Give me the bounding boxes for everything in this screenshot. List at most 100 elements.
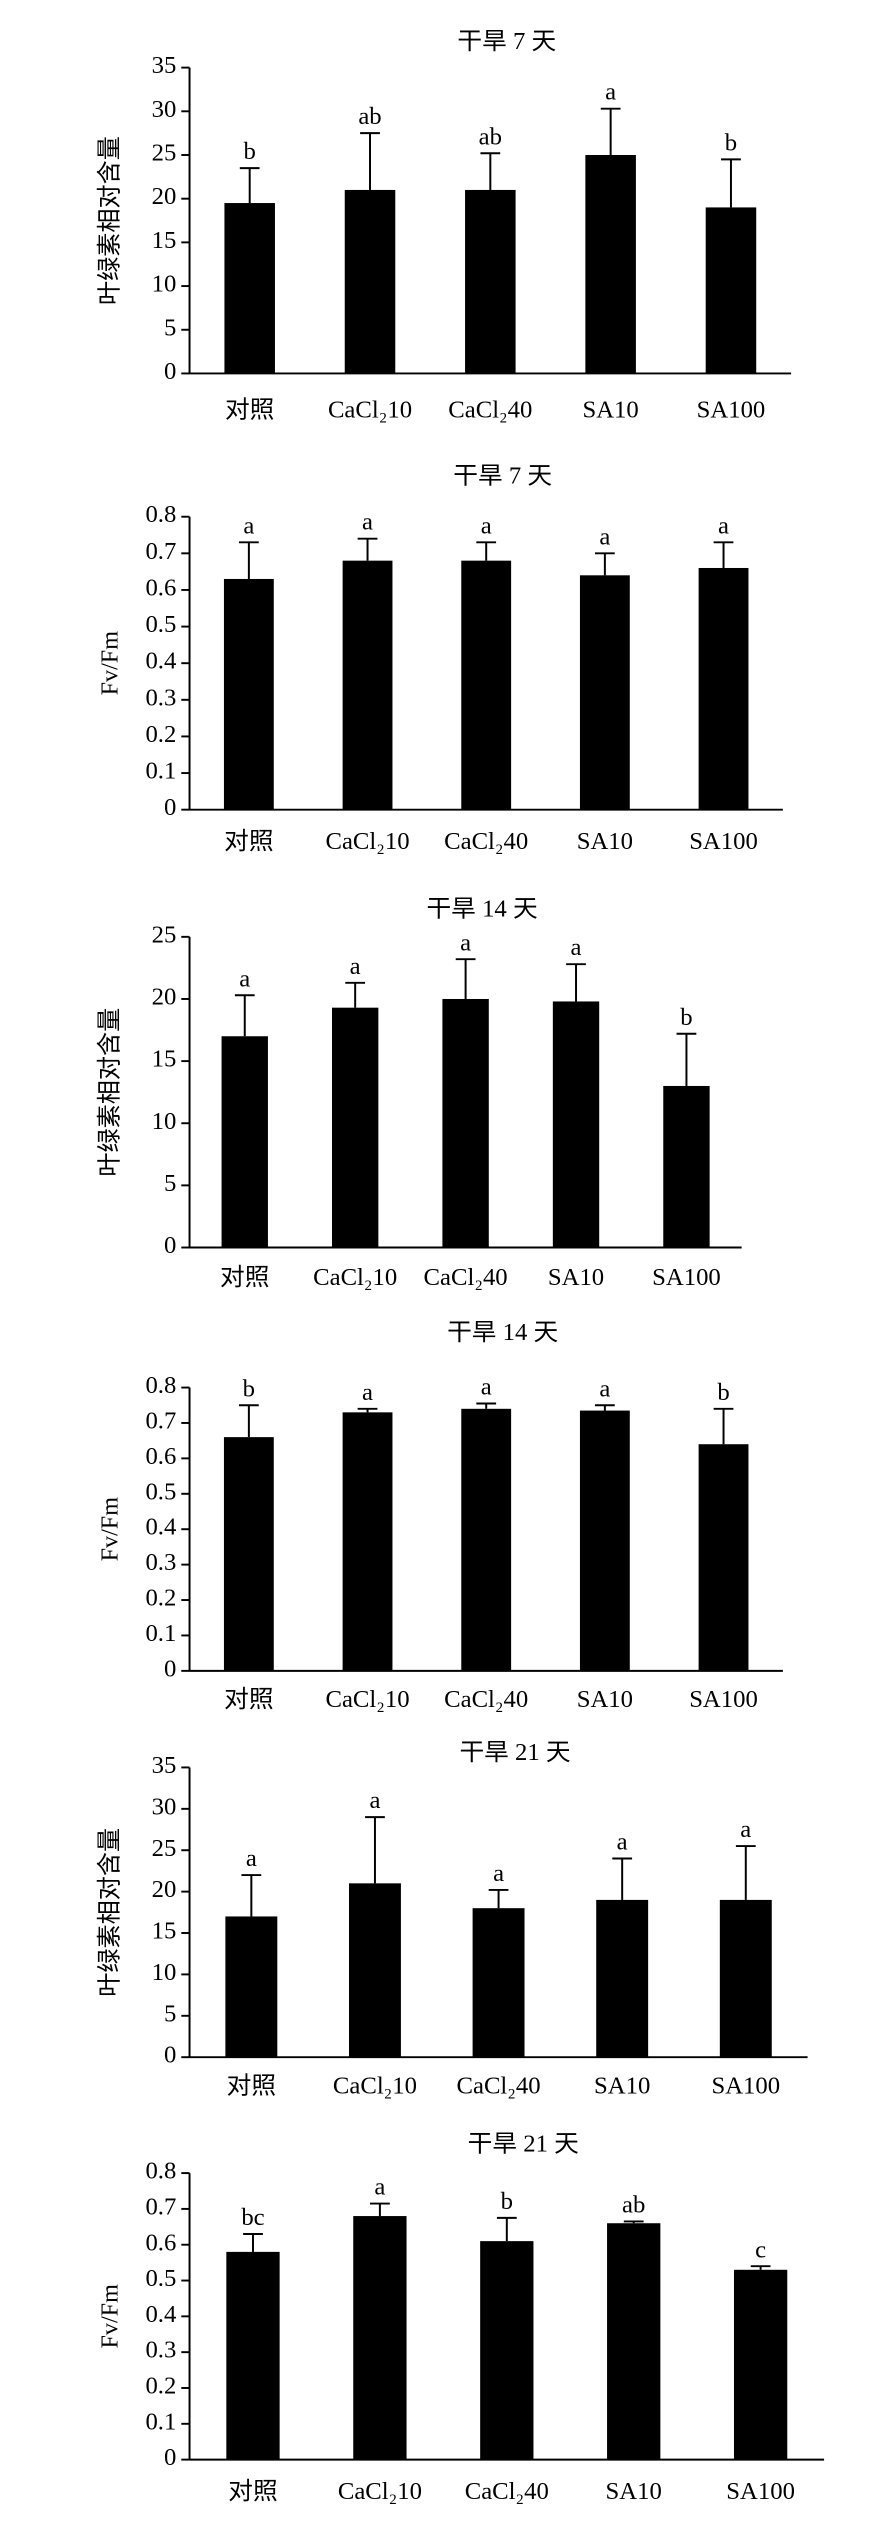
x-tick-label: SA10 xyxy=(606,2478,662,2505)
y-tick-label: 0.7 xyxy=(145,538,176,565)
bar xyxy=(226,2251,280,2460)
significance-letter: a xyxy=(243,513,254,540)
x-tick-label: 对照 xyxy=(220,1264,269,1291)
y-tick-label: 5 xyxy=(164,2001,176,2028)
y-tick-label: 0.3 xyxy=(145,685,176,712)
y-tick-label: 0.6 xyxy=(145,1443,176,1470)
bar xyxy=(465,189,516,374)
bar xyxy=(223,1437,274,1671)
chart-title: 干旱 21 天 xyxy=(468,2131,579,2158)
significance-letter: b xyxy=(501,2188,513,2215)
y-tick-label: 15 xyxy=(152,1046,177,1073)
significance-letter: a xyxy=(246,1845,257,1872)
y-tick-label: 0 xyxy=(164,1232,176,1259)
y-tick-label: 20 xyxy=(152,183,177,210)
y-axis-label: 叶绿素相对含量 xyxy=(97,136,124,305)
significance-letter: a xyxy=(571,934,582,961)
y-tick-label: 0 xyxy=(164,794,176,821)
significance-letter: b xyxy=(244,138,256,165)
y-tick-label: 0 xyxy=(164,2444,176,2471)
significance-letter: a xyxy=(718,513,729,540)
x-tick-label: SA10 xyxy=(548,1264,604,1291)
y-tick-label: 0.8 xyxy=(145,1372,176,1399)
bar xyxy=(733,2269,788,2460)
y-tick-label: 0.7 xyxy=(145,2194,176,2221)
bar xyxy=(579,1410,630,1671)
x-tick-label: SA10 xyxy=(582,397,638,424)
bar xyxy=(342,1412,393,1671)
x-tick-label: SA10 xyxy=(577,1686,633,1713)
x-tick-label: CaCl₂40 xyxy=(448,397,532,424)
significance-letter: ab xyxy=(622,2192,645,2219)
significance-letter: a xyxy=(599,524,610,551)
x-tick-label: CaCl₂40 xyxy=(444,828,528,855)
x-tick-label: CaCl₂10 xyxy=(328,397,412,424)
bar xyxy=(348,1883,401,2058)
significance-letter: a xyxy=(239,966,250,993)
significance-letter: a xyxy=(350,953,361,980)
y-tick-label: 0.4 xyxy=(145,2301,176,2328)
y-tick-label: 0.4 xyxy=(145,648,176,675)
bar xyxy=(698,567,749,810)
bar xyxy=(705,207,757,374)
y-axis-label: 叶绿素相对含量 xyxy=(97,1828,124,1997)
y-tick-label: 0.1 xyxy=(145,2409,176,2436)
x-tick-label: 对照 xyxy=(225,397,274,424)
significance-letter: b xyxy=(680,1004,692,1031)
significance-letter: b xyxy=(243,1376,255,1403)
bar xyxy=(442,998,489,1248)
x-tick-label: SA10 xyxy=(594,2073,650,2100)
bar xyxy=(223,578,274,810)
bar xyxy=(461,560,512,810)
bar xyxy=(221,1036,268,1248)
y-tick-label: 0.1 xyxy=(145,1620,176,1647)
bar xyxy=(579,575,630,810)
y-tick-label: 35 xyxy=(152,52,177,79)
chart-title: 干旱 21 天 xyxy=(459,1739,570,1766)
y-tick-label: 0.5 xyxy=(145,1479,176,1506)
chart-title: 干旱 14 天 xyxy=(447,1319,558,1346)
y-tick-label: 35 xyxy=(152,1752,177,1779)
y-tick-label: 0 xyxy=(164,1656,176,1683)
y-tick-label: 0.8 xyxy=(145,2158,176,2185)
significance-letter: ab xyxy=(479,124,502,151)
y-tick-label: 0 xyxy=(164,2042,176,2069)
x-tick-label: CaCl₂10 xyxy=(333,2073,417,2100)
x-tick-label: CaCl₂40 xyxy=(444,1686,528,1713)
bar xyxy=(344,189,396,374)
x-tick-label: SA10 xyxy=(577,828,633,855)
x-tick-label: 对照 xyxy=(227,2073,276,2100)
y-tick-label: 0.1 xyxy=(145,758,176,785)
x-tick-label: SA100 xyxy=(689,1686,758,1713)
bar xyxy=(607,2223,661,2460)
chart-title: 干旱 7 天 xyxy=(457,28,556,55)
significance-letter: a xyxy=(617,1829,628,1856)
x-tick-label: 对照 xyxy=(228,2478,277,2505)
y-tick-label: 15 xyxy=(152,1918,177,1945)
significance-letter: a xyxy=(481,1374,492,1401)
y-tick-label: 30 xyxy=(152,96,177,123)
chart-title: 干旱 7 天 xyxy=(453,463,552,490)
significance-letter: a xyxy=(374,2174,385,2201)
significance-letter: bc xyxy=(241,2204,264,2231)
y-tick-label: 0.5 xyxy=(145,2265,176,2292)
significance-letter: ab xyxy=(358,103,381,130)
y-tick-label: 5 xyxy=(164,315,176,342)
significance-letter: a xyxy=(605,79,616,106)
bar xyxy=(224,203,275,374)
x-tick-label: CaCl₂10 xyxy=(338,2478,422,2505)
y-tick-label: 25 xyxy=(152,922,177,949)
significance-letter: b xyxy=(717,1379,729,1406)
y-tick-label: 10 xyxy=(152,271,177,298)
y-tick-label: 0.6 xyxy=(145,575,176,602)
bar xyxy=(342,560,393,810)
x-tick-label: SA100 xyxy=(652,1264,721,1291)
x-tick-label: 对照 xyxy=(224,1686,273,1713)
significance-letter: a xyxy=(369,1787,380,1814)
x-tick-label: SA100 xyxy=(697,397,766,424)
x-tick-label: SA100 xyxy=(711,2073,780,2100)
significance-letter: a xyxy=(493,1860,504,1887)
x-tick-label: CaCl₂40 xyxy=(465,2478,549,2505)
y-tick-label: 30 xyxy=(152,1794,177,1821)
